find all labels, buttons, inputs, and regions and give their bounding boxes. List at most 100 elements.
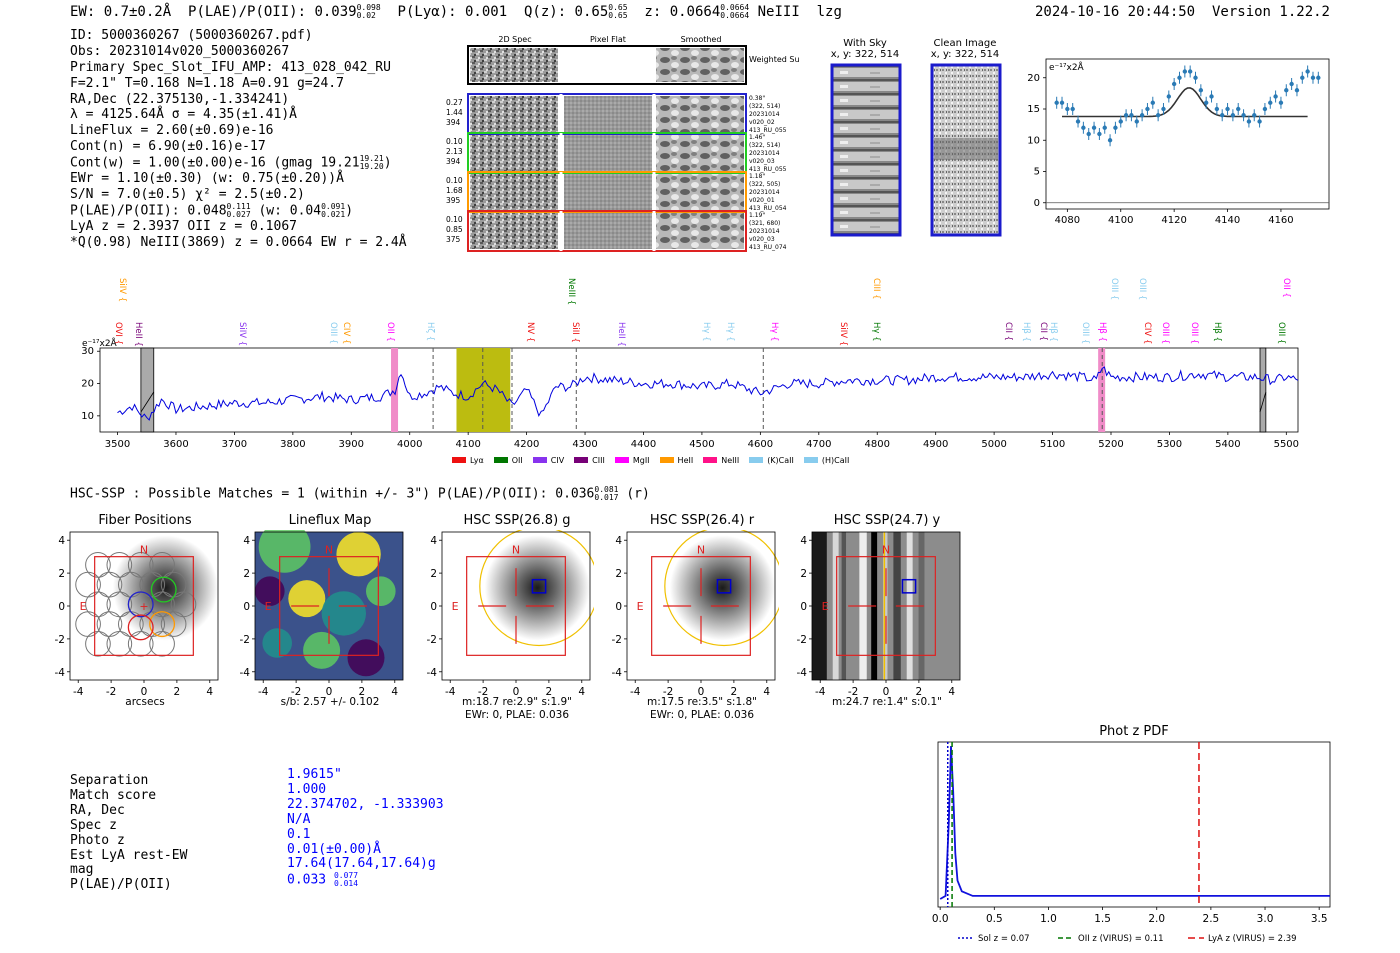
- fiber-circle-highlight: [127, 591, 154, 618]
- info-contw-lo: 19.20: [359, 162, 384, 172]
- zoom-data-point: [1123, 113, 1129, 118]
- hsc-ytick-label: 0: [615, 601, 622, 613]
- spectrum-xtick-label: 4900: [923, 439, 948, 450]
- search-box: [279, 556, 379, 656]
- photz-xtick-label: 0.0: [932, 913, 949, 925]
- spectrum-xtick-label: 4100: [455, 439, 480, 450]
- spectrum-masked-region: [140, 347, 155, 433]
- zoom-data-point: [1241, 113, 1246, 118]
- spec2d-row-stat: 395: [446, 196, 461, 205]
- header-qz-lo: 0.65: [608, 11, 628, 20]
- hsc-xtick-label: 0: [883, 686, 890, 698]
- zoom-data-point: [1262, 106, 1268, 112]
- header-z: z: 0.0664: [644, 4, 721, 20]
- zoom-data-point: [1113, 125, 1118, 130]
- fiber-circle: [127, 630, 154, 657]
- spectrum-line-id: HeII {: [133, 322, 143, 347]
- spectrum-xtick-label: 3800: [280, 439, 305, 450]
- spectrum-line-id: OVI {: [113, 322, 123, 345]
- spectrum-line-id: SiIV {: [838, 322, 848, 346]
- match-value: 0.033 0.077 0.014: [287, 872, 444, 888]
- catalog-match-box: [901, 578, 917, 594]
- spectrum-xtick-label: 5000: [981, 439, 1006, 450]
- zoom-data-point: [1209, 94, 1214, 99]
- info-lya: LyA z = 2.3937 OII z = 0.1067: [70, 218, 297, 234]
- spectrum-unit-label: e⁻¹⁷x2Å: [82, 337, 118, 349]
- info-plae-w: (w: 0.04: [258, 203, 322, 219]
- pixel-flat-cell: [564, 174, 652, 210]
- north-label: N: [512, 543, 520, 556]
- zoom-data-point: [1171, 81, 1177, 87]
- spectrum-line-id: Hγ {: [701, 322, 711, 342]
- pixel-flat-cell: [564, 135, 652, 171]
- hsc-panel-title: Lineflux Map: [288, 513, 372, 528]
- hsc-panel-image: N E 4 2 0 -2 -4 -4 -2 0 2 4: [612, 530, 779, 698]
- hsc-ytick-label: 4: [58, 535, 65, 547]
- zoom-data-point: [1268, 100, 1273, 105]
- zoom-xtick-label: 4100: [1108, 215, 1133, 226]
- legend-label: NeIII: [721, 455, 740, 465]
- spec2d-panel: 2D Spec Pixel Flat Smoothed Weighted Sum…: [446, 35, 800, 252]
- header-flag: lzg: [816, 4, 842, 20]
- spectrum-line-id: Hγ {: [871, 322, 881, 342]
- spec2d-row-stat: 1.44: [446, 108, 463, 117]
- zoom-ytick-label: 0: [1034, 198, 1040, 209]
- legend-label: CIII: [592, 455, 605, 465]
- spectrum-line-id: HeII {: [616, 322, 626, 347]
- hsc-ytick-label: 2: [243, 568, 250, 580]
- legend-swatch: [532, 457, 547, 463]
- spec2d-row-meta: 0.38": [749, 95, 765, 102]
- header-plya: P(Lyα): 0.001: [397, 4, 508, 20]
- match-label: P(LAE)/P(OII): [70, 877, 172, 893]
- east-label: E: [265, 600, 272, 613]
- hsc-summary-lo: 0.017: [594, 493, 619, 502]
- info-sn: S/N = 7.0(±0.5) χ² = 2.5(±0.2): [70, 186, 305, 202]
- east-label: E: [452, 600, 459, 613]
- spectrum-xtick-label: 5200: [1098, 439, 1123, 450]
- spectrum-legend-item: NeIII: [703, 456, 739, 465]
- full-spectrum-plot: SiIV {NeIII {CIII {OIII {OIII {OII {OVI …: [81, 278, 1299, 450]
- spectrum-line-region: [1098, 348, 1106, 432]
- legend-swatch: [703, 457, 718, 463]
- zoom-data-point: [1059, 100, 1065, 105]
- hsc-xtick-label: -4: [73, 686, 84, 698]
- zoom-xtick-label: 4140: [1215, 215, 1240, 226]
- info-params: F=2.1" T=0.168 N=1.18 A=0.91 g=24.7: [70, 75, 344, 91]
- photz-legend-label: OII z (VIRUS) = 0.11: [1078, 934, 1164, 944]
- spec2d-row-frame: [467, 210, 747, 252]
- spectrum-xtick-label: 4000: [397, 439, 422, 450]
- spec2d-row-meta: 413_RU_074: [749, 244, 787, 251]
- zoom-xtick-label: 4080: [1055, 215, 1080, 226]
- hsc-ytick-label: 2: [58, 568, 65, 580]
- zoom-data-point: [1294, 88, 1300, 93]
- hsc-ytick-label: -2: [240, 634, 250, 646]
- spectrum-line-id: OIII {: [1276, 322, 1286, 344]
- zoom-data-point: [1316, 75, 1321, 80]
- spec2d-col-title: Pixel Flat: [590, 35, 626, 44]
- spectrum-line-id-top: SiIV {: [117, 278, 127, 302]
- header-qz-hi: 0.65: [608, 3, 628, 12]
- header-ew: EW: 0.7±0.2Å: [70, 4, 172, 20]
- hsc-panel-caption: s/b: 2.57 +/- 0.102: [280, 696, 380, 708]
- with-sky-image: [830, 63, 902, 237]
- photz-xtick-label: 2.0: [1148, 913, 1165, 925]
- hsc-ytick-label: -4: [240, 667, 251, 679]
- detection-info: ID: 5000360267 (5000360267.pdf) Obs: 202…: [70, 28, 407, 250]
- photz-legend-label: Sol z = 0.07: [978, 934, 1030, 944]
- hsc-xtick-label: 4: [391, 686, 398, 698]
- fiber-circle: [106, 630, 133, 657]
- spec2d-row-stat: 375: [446, 235, 461, 244]
- zoom-ytick-label: 20: [1027, 73, 1040, 84]
- zoom-ytick-label: 10: [1027, 135, 1040, 146]
- spec2d-row-stat: 394: [446, 118, 461, 127]
- zoom-data-point: [1187, 69, 1193, 74]
- spectrum-line-id: Hβ {: [1021, 322, 1031, 342]
- spec2d-row-stat: 0.27: [446, 98, 463, 107]
- spec2d-row-meta: v020_03: [749, 158, 775, 165]
- spectrum-ytick-label: 10: [81, 411, 94, 422]
- zoom-data-point: [1193, 75, 1198, 80]
- spectrum-xtick-label: 5400: [1215, 439, 1240, 450]
- spectrum-line-id: Hζ {: [425, 322, 435, 341]
- spec2d-row-stat: 394: [446, 157, 461, 166]
- fiber-circle-highlight: [149, 611, 176, 638]
